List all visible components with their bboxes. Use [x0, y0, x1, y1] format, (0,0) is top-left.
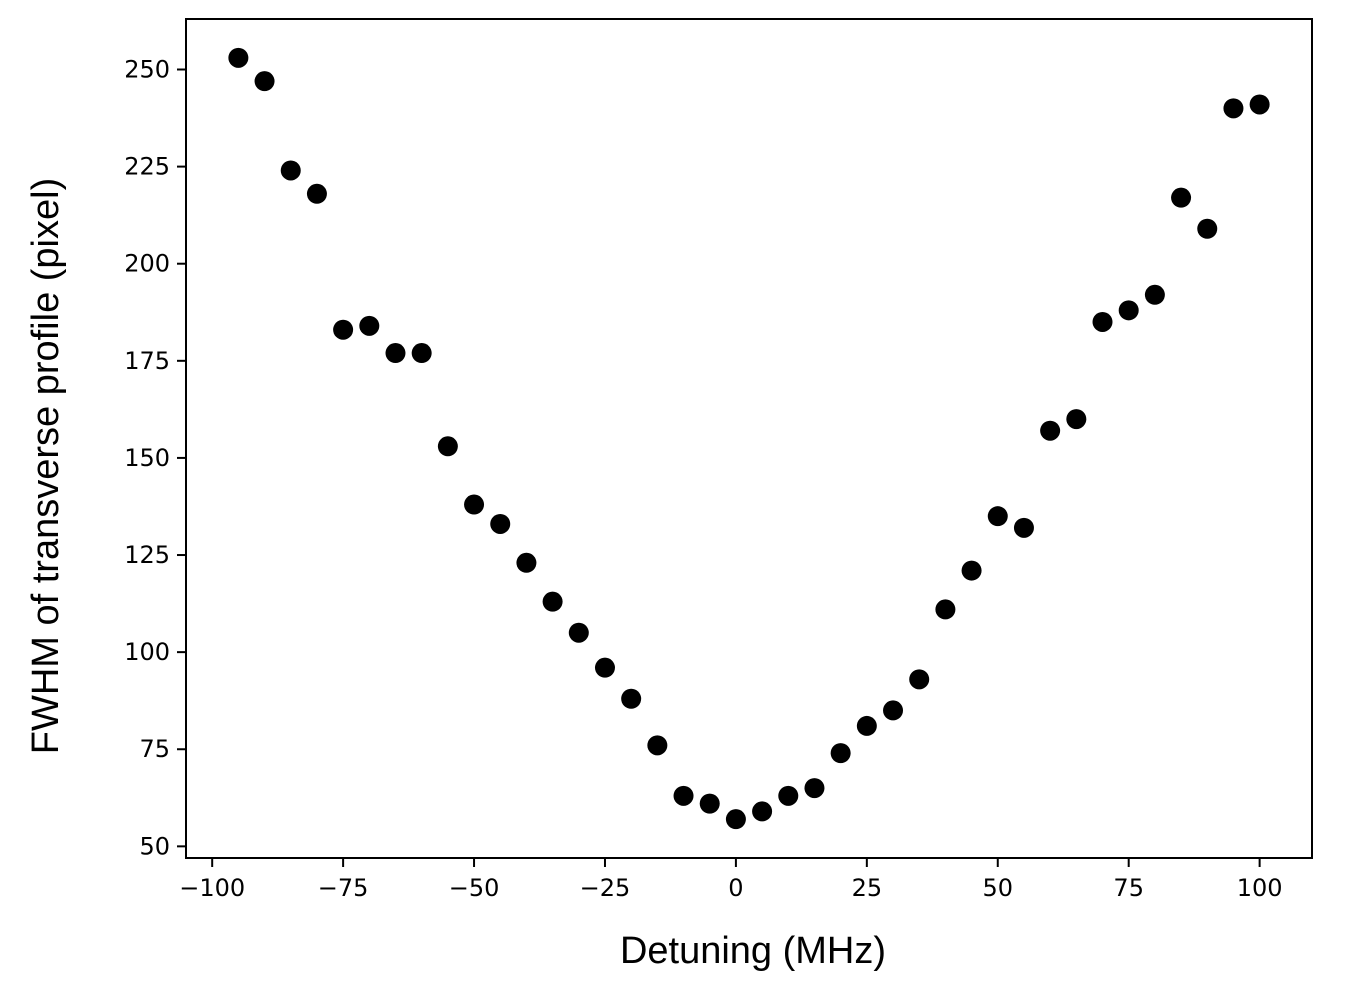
- data-point: [647, 735, 668, 756]
- data-point: [987, 506, 1008, 527]
- points-layer: [228, 47, 1270, 830]
- data-point: [1066, 409, 1087, 430]
- y-tick-label: 75: [139, 735, 170, 763]
- x-tick-label: −50: [449, 874, 500, 902]
- y-tick-label: 50: [139, 832, 170, 860]
- data-point: [1197, 218, 1218, 239]
- data-point: [306, 183, 327, 204]
- y-tick-label: 100: [124, 638, 170, 666]
- data-point: [437, 436, 458, 457]
- x-tick-label: 75: [1113, 874, 1144, 902]
- y-tick-label: 125: [124, 541, 170, 569]
- data-point: [385, 343, 406, 364]
- data-point: [1118, 300, 1139, 321]
- data-point: [1249, 94, 1270, 115]
- data-point: [1171, 187, 1192, 208]
- data-point: [856, 715, 877, 736]
- y-tick-label: 150: [124, 444, 170, 472]
- data-point: [673, 785, 694, 806]
- plot-frame: [185, 18, 1313, 859]
- x-tick-label: 0: [728, 874, 743, 902]
- data-point: [464, 494, 485, 515]
- data-point: [778, 785, 799, 806]
- data-point: [1092, 311, 1113, 332]
- y-tick-label: 225: [124, 153, 170, 181]
- x-tick-label: −25: [580, 874, 631, 902]
- data-point: [621, 688, 642, 709]
- x-axis-label: Detuning (MHz): [620, 930, 886, 972]
- data-point: [333, 319, 354, 340]
- data-point: [254, 71, 275, 92]
- data-point: [542, 591, 563, 612]
- data-point: [411, 343, 432, 364]
- y-tick-label: 175: [124, 347, 170, 375]
- y-axis-label: FWHM of transverse profile (pixel): [25, 178, 67, 754]
- data-point: [1040, 420, 1061, 441]
- data-point: [883, 700, 904, 721]
- y-tick-label: 200: [124, 250, 170, 278]
- data-point: [752, 801, 773, 822]
- data-point: [594, 657, 615, 678]
- x-tick-label: −75: [318, 874, 369, 902]
- data-point: [490, 513, 511, 534]
- data-point: [699, 793, 720, 814]
- data-point: [830, 743, 851, 764]
- data-point: [280, 160, 301, 181]
- data-point: [961, 560, 982, 581]
- x-tick-label: −100: [179, 874, 245, 902]
- data-point: [909, 669, 930, 690]
- data-point: [1013, 517, 1034, 538]
- data-point: [725, 809, 746, 830]
- data-point: [804, 778, 825, 799]
- data-point: [228, 47, 249, 68]
- data-point: [359, 315, 380, 336]
- x-tick-label: 25: [852, 874, 883, 902]
- data-point: [1144, 284, 1165, 305]
- x-tick-label: 100: [1237, 874, 1283, 902]
- ticks-layer: −100 −75 −50 −25 0 25 50 75 100 50 75 100 125 150 175 2…: [124, 55, 1282, 902]
- data-point: [935, 599, 956, 620]
- data-point: [1223, 98, 1244, 119]
- y-tick-label: 250: [124, 55, 170, 83]
- data-point: [568, 622, 589, 643]
- data-point: [516, 552, 537, 573]
- x-tick-label: 50: [982, 874, 1013, 902]
